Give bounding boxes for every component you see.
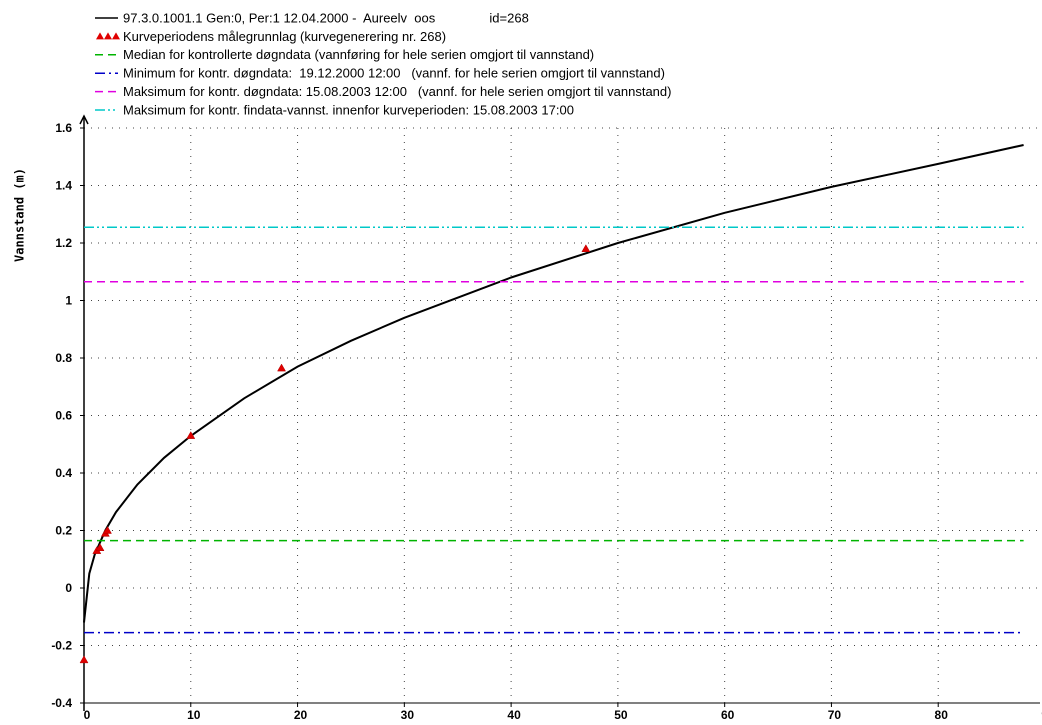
y-tick-label: 1 [65,294,72,308]
y-axis-arrow [79,114,89,125]
x-tick-label: 20 [294,708,308,722]
x-tick-label: 70 [828,708,842,722]
x-tick-label: 30 [401,708,415,722]
data-point [277,363,286,372]
legend-label: Kurveperiodens målegrunnlag (kurvegenere… [123,29,446,44]
data-point [79,655,89,664]
x-tick-label: 50 [614,708,628,722]
legend-label: Maksimum for kontr. døgndata: 15.08.2003… [123,84,671,99]
legend-marker [112,32,120,40]
x-tick-label: 80 [935,708,949,722]
y-tick-label: 0 [65,581,72,595]
legend-label: Minimum for kontr. døgndata: 19.12.2000 … [123,66,665,81]
legend-marker [96,32,104,40]
data-point [186,431,196,439]
y-tick-label: 0.8 [55,351,72,365]
legend-marker [104,32,112,40]
y-tick-label: -0.4 [51,696,72,710]
x-tick-label: 0 [84,708,91,722]
y-tick-label: 0.2 [55,524,72,538]
legend-label: Maksimum for kontr. findata-vannst. inne… [123,102,574,117]
data-point [581,244,591,252]
data-line [83,144,1024,623]
y-tick-label: 1.2 [55,236,72,250]
y-axis-label: Vannstand (m) [13,168,27,262]
y-tick-label: 1.6 [55,121,72,135]
data-point [95,543,105,551]
x-tick-label: 10 [187,708,201,722]
y-tick-label: 1.4 [55,179,72,193]
data-point [103,525,112,534]
legend-label: Median for kontrollerte døgndata (vannfø… [123,47,594,62]
x-tick-label: 60 [721,708,735,722]
x-tick-label: 40 [507,708,521,722]
y-tick-label: 0.4 [55,466,72,480]
y-tick-label: -0.2 [51,639,72,653]
legend-label: 97.3.0.1001.1 Gen:0, Per:1 12.04.2000 - … [123,10,529,25]
y-tick-label: 0.6 [55,409,72,423]
